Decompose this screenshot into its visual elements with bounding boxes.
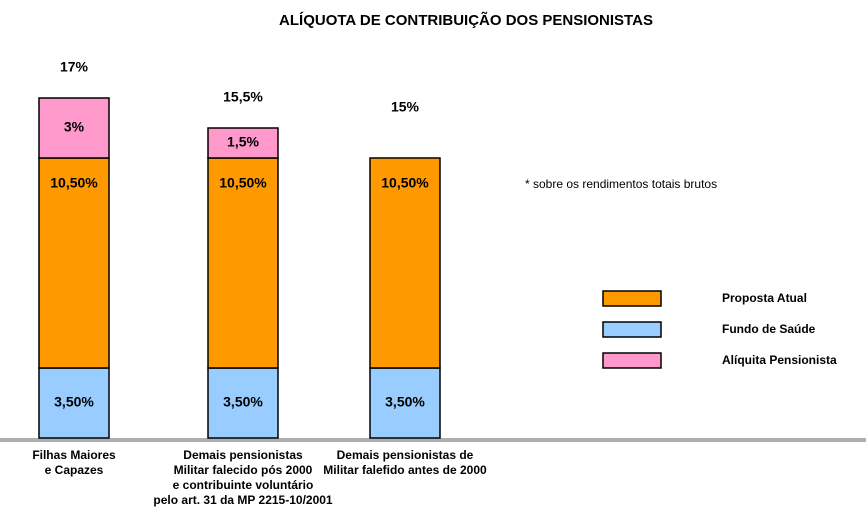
bar-segment: [38, 97, 110, 159]
legend-label: Proposta Atual: [722, 291, 807, 305]
bar-segment: [38, 367, 110, 439]
value-label: 3,50%: [385, 394, 425, 410]
legend-swatch: [602, 352, 662, 369]
value-label: 3,50%: [223, 394, 263, 410]
value-label: 10,50%: [50, 175, 98, 191]
value-label: 3%: [64, 119, 85, 135]
total-label: 17%: [60, 59, 89, 75]
bar-segment: [369, 157, 441, 369]
bar-segment: [207, 367, 279, 439]
legend-swatch: [602, 290, 662, 307]
value-label: 10,50%: [381, 175, 429, 191]
x-tick-label: e Capazes: [45, 463, 104, 477]
value-label: 3,50%: [54, 394, 94, 410]
note: * sobre os rendimentos totais brutos: [525, 177, 717, 191]
value-label: 10,50%: [219, 175, 267, 191]
x-tick-label: Militar falecido pós 2000: [174, 463, 313, 477]
legend-label: Fundo de Saúde: [722, 322, 816, 336]
bar-segment: [38, 157, 110, 369]
total-label: 15,5%: [223, 89, 263, 105]
total-label: 15%: [391, 99, 420, 115]
x-tick-label: e contribuinte voluntário: [173, 478, 314, 492]
chart-title: ALÍQUOTA DE CONTRIBUIÇÃO DOS PENSIONISTA…: [279, 11, 653, 29]
bar-segment: [207, 157, 279, 369]
x-tick-label: Filhas Maiores: [32, 448, 116, 462]
bar-segment: [207, 127, 279, 159]
value-label: 1,5%: [227, 134, 259, 150]
x-tick-label: Demais pensionistas: [183, 448, 303, 462]
bar-segment: [369, 367, 441, 439]
x-tick-label: Militar falefido antes de 2000: [323, 463, 487, 477]
legend-swatch: [602, 321, 662, 338]
legend-label: Alíquita Pensionista: [722, 353, 837, 367]
x-tick-label: pelo art. 31 da MP 2215-10/2001: [153, 493, 333, 507]
x-tick-label: Demais pensionistas de: [337, 448, 474, 462]
